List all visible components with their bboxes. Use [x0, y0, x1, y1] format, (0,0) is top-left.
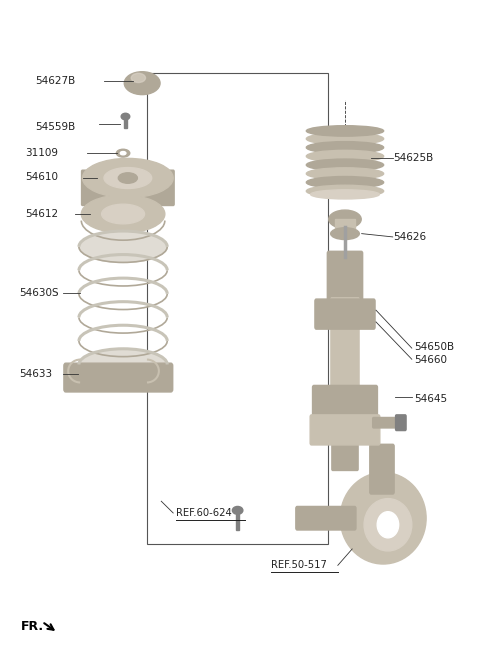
Text: 54625B: 54625B: [393, 153, 433, 164]
Ellipse shape: [131, 74, 145, 83]
FancyBboxPatch shape: [82, 170, 174, 206]
Ellipse shape: [377, 512, 399, 538]
Bar: [123, 116, 127, 127]
Text: 54559B: 54559B: [35, 122, 75, 132]
Ellipse shape: [306, 133, 384, 145]
FancyBboxPatch shape: [315, 299, 375, 329]
Ellipse shape: [329, 210, 361, 229]
Ellipse shape: [81, 195, 165, 233]
FancyBboxPatch shape: [312, 386, 377, 422]
Ellipse shape: [311, 190, 379, 199]
Ellipse shape: [306, 125, 384, 136]
FancyBboxPatch shape: [327, 251, 363, 304]
Text: 54626: 54626: [393, 232, 426, 242]
Ellipse shape: [306, 168, 384, 179]
Ellipse shape: [306, 185, 384, 197]
Text: 54627B: 54627B: [35, 76, 75, 86]
Ellipse shape: [306, 150, 384, 162]
Ellipse shape: [79, 231, 167, 262]
FancyBboxPatch shape: [372, 417, 401, 428]
Ellipse shape: [118, 173, 137, 183]
Bar: [236, 510, 239, 530]
Ellipse shape: [306, 142, 384, 153]
Text: 54660: 54660: [414, 355, 447, 365]
Text: FR.: FR.: [21, 620, 44, 633]
Text: 54630S: 54630S: [20, 288, 59, 298]
Ellipse shape: [104, 168, 152, 189]
Ellipse shape: [102, 204, 144, 224]
Text: 54645: 54645: [414, 394, 447, 403]
FancyBboxPatch shape: [396, 415, 406, 430]
Ellipse shape: [121, 113, 130, 120]
Bar: [147, 74, 328, 545]
Text: 54610: 54610: [25, 171, 58, 182]
Ellipse shape: [364, 499, 412, 551]
Ellipse shape: [116, 149, 130, 157]
Text: REF.60-624: REF.60-624: [176, 508, 231, 518]
FancyBboxPatch shape: [64, 363, 173, 392]
Ellipse shape: [120, 152, 126, 155]
Ellipse shape: [83, 158, 173, 198]
Text: 31109: 31109: [25, 148, 58, 158]
Ellipse shape: [232, 507, 243, 514]
Ellipse shape: [124, 72, 160, 95]
Text: 54612: 54612: [25, 209, 59, 219]
Text: 54633: 54633: [20, 369, 53, 379]
FancyBboxPatch shape: [331, 298, 359, 418]
Ellipse shape: [79, 349, 167, 380]
FancyBboxPatch shape: [370, 444, 394, 494]
Text: REF.50-517: REF.50-517: [271, 560, 327, 570]
Ellipse shape: [340, 472, 426, 564]
Ellipse shape: [306, 177, 384, 189]
Ellipse shape: [306, 159, 384, 171]
FancyBboxPatch shape: [296, 507, 356, 530]
Text: 54650B: 54650B: [414, 342, 454, 351]
Ellipse shape: [331, 228, 360, 240]
Bar: [336, 219, 355, 234]
FancyBboxPatch shape: [332, 403, 358, 470]
FancyBboxPatch shape: [310, 415, 380, 445]
